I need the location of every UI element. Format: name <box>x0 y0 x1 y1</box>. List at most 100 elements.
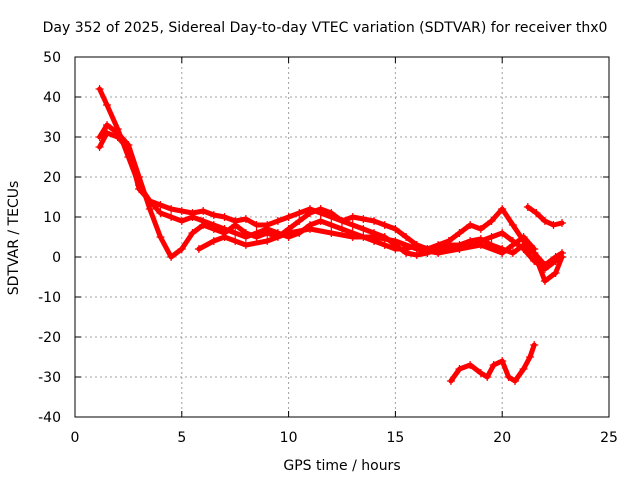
data-point <box>103 101 112 109</box>
data-point <box>549 221 558 229</box>
data-point <box>508 249 517 257</box>
data-point <box>476 369 485 377</box>
x-tick-label: 15 <box>386 430 404 446</box>
data-point <box>487 233 496 241</box>
data-point <box>558 219 567 227</box>
data-point <box>327 229 336 237</box>
data-point <box>498 229 507 237</box>
data-point <box>327 209 336 217</box>
data-point <box>273 217 282 225</box>
data-point <box>466 221 475 229</box>
y-tick-label: -40 <box>38 410 61 426</box>
data-point <box>177 245 186 253</box>
data-point <box>103 129 112 137</box>
data-point <box>466 361 475 369</box>
data-point <box>540 277 549 285</box>
data-point <box>508 241 517 249</box>
axis-ticks: 0 5 10 15 20 25 -40 -30 -20 -10 0 10 20 30 40 50 <box>38 50 618 446</box>
x-tick-label: 0 <box>71 430 80 446</box>
chart-title: Day 352 of 2025, Sidereal Day-to-day VTE… <box>43 20 608 36</box>
data-point <box>231 229 240 237</box>
y-tick-label: -30 <box>38 370 61 386</box>
series-track-f <box>446 341 539 385</box>
data-point <box>525 353 534 361</box>
data-point <box>220 233 229 241</box>
data-point <box>167 205 176 213</box>
data-point <box>284 229 293 237</box>
data-point <box>412 245 421 253</box>
data-point <box>135 185 144 193</box>
y-tick-label: -20 <box>38 330 61 346</box>
data-point <box>455 245 464 253</box>
data-point <box>263 237 272 245</box>
data-point <box>455 365 464 373</box>
data-point <box>231 237 240 245</box>
data-series <box>95 85 567 385</box>
data-point <box>241 215 250 223</box>
data-point <box>434 249 443 257</box>
data-point <box>348 213 357 221</box>
data-point <box>380 241 389 249</box>
data-point <box>113 133 122 141</box>
data-point <box>263 225 272 233</box>
data-point <box>241 241 250 249</box>
y-tick-label: 20 <box>43 170 61 186</box>
data-point <box>348 221 357 229</box>
data-point <box>498 357 507 365</box>
data-point <box>511 377 520 385</box>
data-point <box>519 233 528 241</box>
data-point <box>551 269 560 277</box>
data-point <box>295 209 304 217</box>
data-point <box>103 121 112 129</box>
series-line <box>196 226 537 256</box>
series-track-d <box>194 225 539 257</box>
data-point <box>551 257 560 265</box>
data-point <box>316 205 325 213</box>
data-point <box>348 233 357 241</box>
series-track-b <box>95 121 567 285</box>
data-point <box>284 213 293 221</box>
data-point <box>391 237 400 245</box>
data-point <box>530 257 539 265</box>
data-point <box>295 217 304 225</box>
data-point <box>504 373 513 381</box>
data-point <box>209 211 218 219</box>
data-point <box>532 209 541 217</box>
series-line <box>448 342 537 384</box>
data-point <box>455 229 464 237</box>
data-point <box>508 221 517 229</box>
data-point <box>167 213 176 221</box>
data-point <box>338 225 346 233</box>
data-point <box>156 233 165 241</box>
x-tick-label: 5 <box>177 430 186 446</box>
data-point <box>498 249 507 257</box>
series-track-c <box>95 129 567 273</box>
data-point <box>487 217 496 225</box>
data-point <box>558 253 567 261</box>
data-point <box>523 203 532 211</box>
x-axis-label: GPS time / hours <box>283 458 400 474</box>
data-point <box>316 217 325 225</box>
data-point <box>188 229 197 237</box>
data-point <box>209 237 218 245</box>
data-point <box>483 373 492 381</box>
data-point <box>188 213 197 221</box>
data-point <box>519 245 528 253</box>
x-tick-label: 20 <box>493 430 511 446</box>
data-point <box>402 233 411 241</box>
data-point <box>220 225 229 233</box>
data-point <box>252 229 261 237</box>
data-point <box>124 145 133 153</box>
data-point <box>145 197 154 205</box>
data-point <box>95 85 104 93</box>
data-point <box>370 233 379 241</box>
data-point <box>498 205 507 213</box>
data-point <box>359 225 368 233</box>
data-point <box>338 217 346 225</box>
data-point <box>199 207 208 215</box>
data-point <box>252 221 261 229</box>
data-point <box>530 341 539 349</box>
data-point <box>241 233 250 241</box>
x-tick-label: 25 <box>600 430 618 446</box>
